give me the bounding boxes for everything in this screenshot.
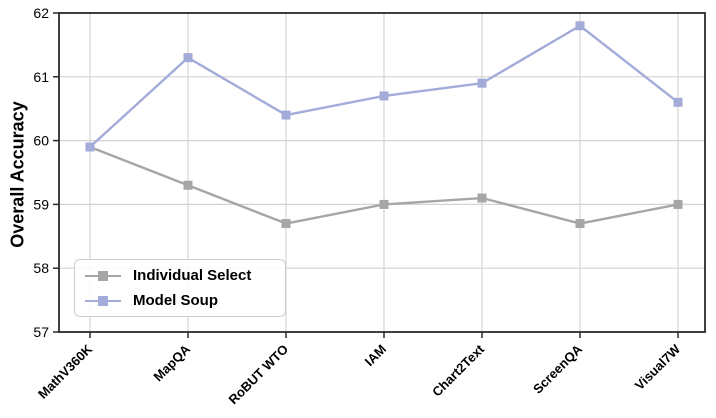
legend-label: Model Soup: [133, 292, 218, 309]
legend-label: Individual Select: [133, 267, 252, 284]
series-marker-model-soup: [575, 21, 585, 31]
legend-marker-square-icon: [85, 295, 121, 306]
axes-frame: [58, 12, 706, 333]
x-tick-label: ScreenQA: [530, 341, 585, 396]
series-marker-model-soup: [379, 91, 389, 101]
series-marker-model-soup: [673, 97, 683, 107]
y-tick-label: 57: [33, 324, 49, 340]
y-tick-label: 60: [33, 133, 49, 149]
series-marker-individual-select: [281, 219, 291, 229]
series-marker-model-soup: [281, 110, 291, 120]
x-tick-label: IAM: [362, 342, 389, 369]
series-marker-individual-select: [477, 193, 487, 203]
y-tick-label: 62: [33, 5, 49, 21]
series-marker-individual-select: [379, 199, 389, 209]
legend-item-model-soup: Model Soup: [85, 292, 273, 309]
legend-marker-square-icon: [85, 270, 121, 281]
legend-item-individual-select: Individual Select: [85, 267, 273, 284]
series-marker-model-soup: [85, 142, 95, 152]
y-tick-label: 59: [33, 196, 49, 212]
y-axis-title: Overall Accuracy: [7, 101, 28, 248]
x-tick-label: MapQA: [150, 341, 193, 384]
x-tick-label: Visual7W: [632, 341, 684, 393]
x-tick-label: Chart2Text: [429, 341, 487, 399]
series-marker-individual-select: [673, 199, 683, 209]
series-marker-individual-select: [575, 219, 585, 229]
x-tick-label: RoBUT WTO: [226, 342, 292, 408]
series-marker-individual-select: [183, 180, 193, 190]
series-marker-model-soup: [477, 78, 487, 88]
x-tick-label: MathV360K: [35, 341, 96, 402]
legend: Individual Select Model Soup: [74, 259, 286, 317]
y-tick-label: 61: [33, 69, 49, 85]
series-marker-model-soup: [183, 53, 193, 63]
y-tick-label: 58: [33, 260, 49, 276]
